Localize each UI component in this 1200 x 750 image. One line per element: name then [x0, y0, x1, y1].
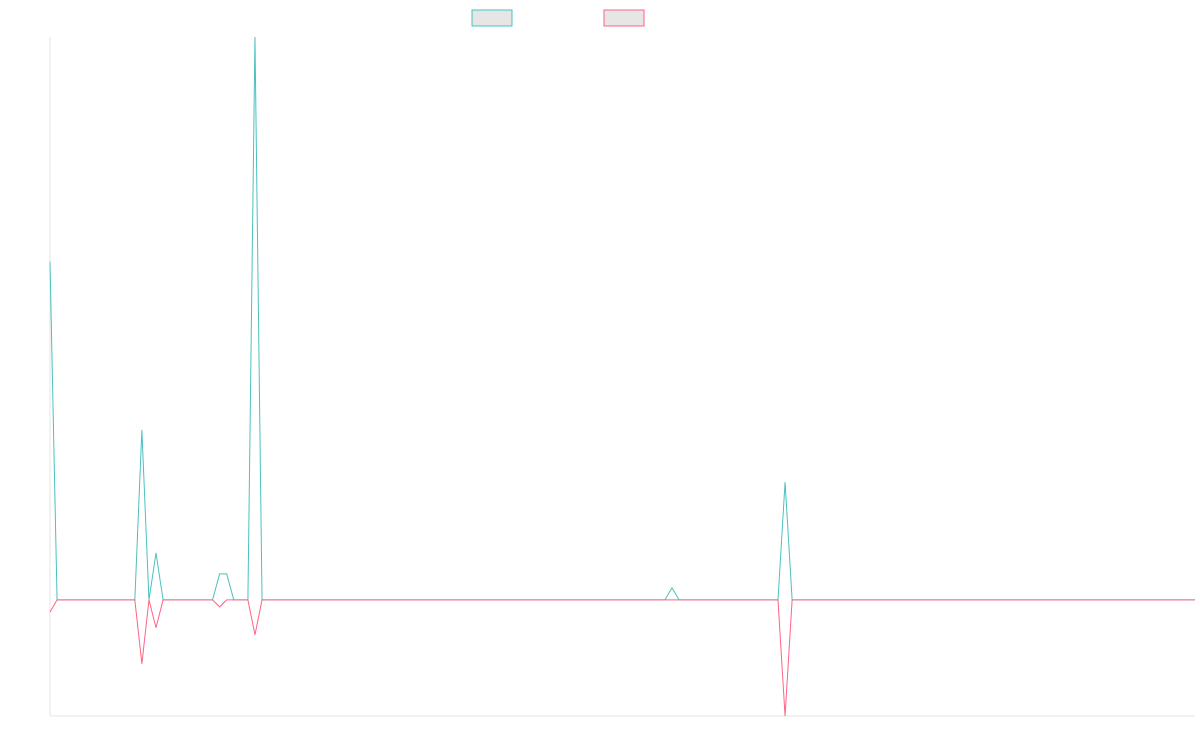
series-line — [49, 36, 1195, 601]
legend-swatch — [471, 9, 513, 27]
legend-swatch — [603, 9, 645, 27]
series-line — [49, 599, 1195, 717]
